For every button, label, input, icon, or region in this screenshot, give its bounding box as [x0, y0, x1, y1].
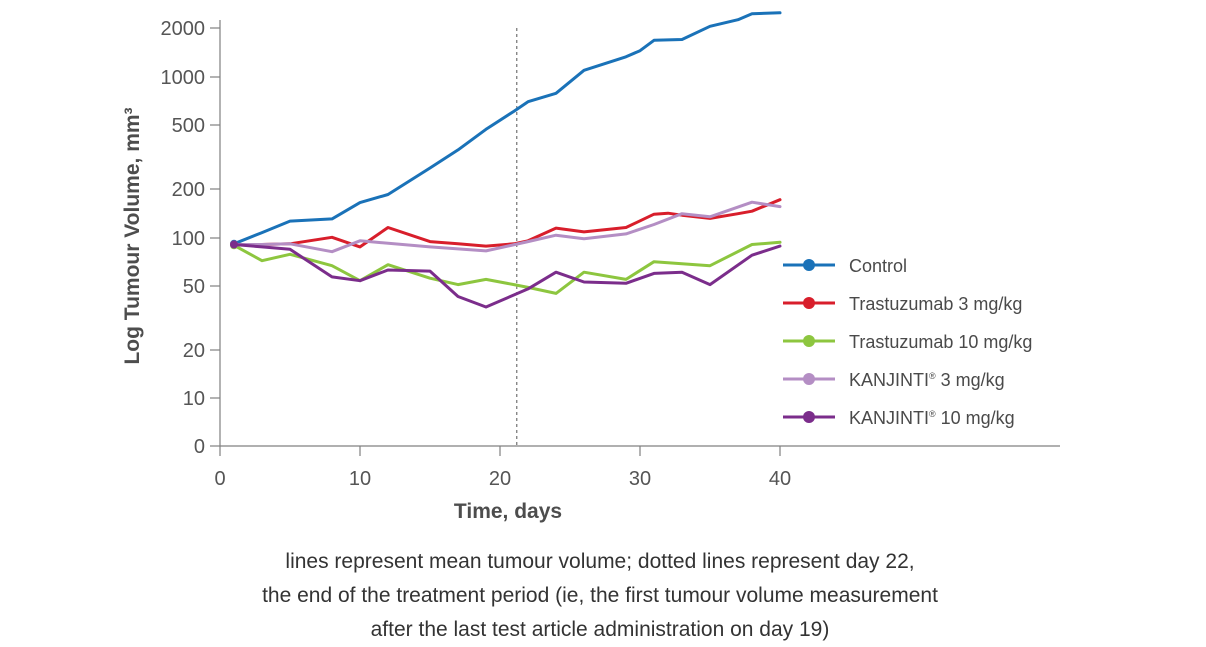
caption-line-1: lines represent mean tumour volume; dott… — [285, 550, 915, 573]
y-tick-label: 20 — [183, 340, 205, 362]
legend-swatch-marker — [803, 411, 815, 423]
legend-label: Trastuzumab 3 mg/kg — [849, 294, 1022, 314]
axes: 0 10 20 50 100 200 500 1000 2000 0 10 20 30 40 — [161, 18, 1060, 490]
caption-line-2: the end of the treatment period (ie, the… — [262, 584, 938, 607]
y-tick-label: 1000 — [161, 67, 206, 89]
legend-label: KANJINTI® 10 mg/kg — [849, 408, 1015, 428]
x-axis-label: Time, days — [454, 500, 562, 523]
series-group — [230, 11, 782, 309]
legend-swatch-marker — [803, 297, 815, 309]
y-tick-label: 200 — [172, 179, 205, 201]
y-tick-label: 50 — [183, 276, 205, 298]
x-tick-label: 0 — [214, 468, 225, 490]
legend-swatch-marker — [803, 335, 815, 347]
x-tick-label: 10 — [349, 468, 371, 490]
y-tick-label: 0 — [194, 436, 205, 458]
y-tick-label: 100 — [172, 228, 205, 250]
x-tick-label: 40 — [769, 468, 791, 490]
series-line-3 — [232, 240, 782, 295]
legend-swatch-marker — [803, 259, 815, 271]
series-line-1 — [232, 11, 782, 246]
series-start-marker — [230, 240, 238, 249]
y-tick-label: 10 — [183, 388, 205, 410]
y-axis-label: Log Tumour Volume, mm³ — [121, 107, 144, 364]
y-tick-label: 2000 — [161, 18, 206, 40]
caption-line-3: after the last test article administrati… — [370, 618, 830, 641]
series-line-4 — [232, 200, 782, 254]
legend-swatch-marker — [803, 373, 815, 385]
legend-label: KANJINTI® 3 mg/kg — [849, 370, 1005, 390]
legend-label: Control — [849, 256, 907, 276]
series-line-2 — [232, 198, 782, 249]
x-tick-label: 20 — [489, 468, 511, 490]
legend-label: Trastuzumab 10 mg/kg — [849, 332, 1032, 352]
figure-caption: lines represent mean tumour volume; dott… — [140, 545, 1060, 647]
y-tick-label: 500 — [172, 115, 205, 137]
legend: Control Trastuzumab 3 mg/kg Trastuzumab 10… — [783, 256, 1032, 428]
series-line-5 — [232, 243, 782, 309]
x-tick-label: 30 — [629, 468, 651, 490]
